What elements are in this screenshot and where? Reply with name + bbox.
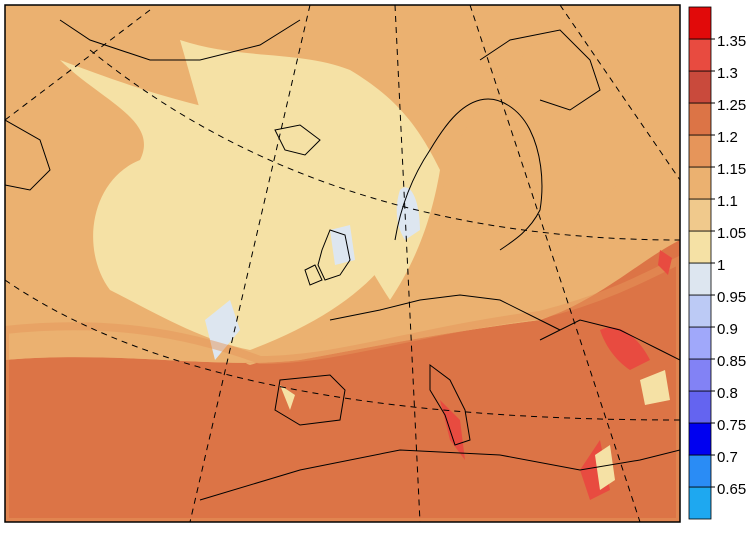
coastline [274, 124, 321, 156]
graticule-line [394, 5, 421, 522]
field-band [5, 255, 680, 522]
colorbar-box [688, 198, 712, 232]
colorbar-label: 1.05 [717, 225, 746, 242]
colorbar-box [688, 262, 712, 296]
colorbar-label: 1.1 [717, 193, 738, 210]
coastlines [5, 19, 680, 501]
graticule-line [189, 5, 311, 522]
field-blue [205, 187, 420, 360]
coastline [274, 374, 346, 426]
coastline [394, 98, 543, 251]
colorbar-box [688, 294, 712, 328]
colorbar-box [688, 166, 712, 200]
colorbar-box [688, 390, 712, 424]
colorbar-label: 1.3 [717, 65, 738, 82]
colorbar-label: 0.85 [717, 353, 746, 370]
graticule-line [559, 5, 680, 181]
graticule [5, 5, 680, 522]
coastline [59, 19, 301, 61]
colorbar-box [688, 486, 712, 520]
graticule-line [469, 5, 641, 522]
colorbar-box [688, 70, 712, 104]
colorbar-box [688, 230, 712, 264]
colorbar-box [688, 326, 712, 360]
colorbar-label: 1.35 [717, 33, 746, 50]
coastline [317, 229, 351, 281]
colorbar-label: 0.7 [717, 449, 738, 466]
colorbar-box [688, 358, 712, 392]
colorbar-label: 1 [717, 257, 725, 274]
colorbar-label: 1.15 [717, 161, 746, 178]
coastline [5, 119, 51, 191]
colorbar-box [688, 134, 712, 168]
colorbar-box [688, 454, 712, 488]
colorbar-label: 0.8 [717, 385, 738, 402]
field-south [5, 240, 680, 522]
colorbar-label: 0.95 [717, 289, 746, 306]
graticule-line [5, 9, 151, 121]
colorbar-box [688, 102, 712, 136]
map [5, 5, 680, 522]
colorbar-box [688, 38, 712, 72]
coastline [429, 364, 471, 446]
field-pale [180, 40, 440, 300]
colorbar-label: 1.25 [717, 97, 746, 114]
colorbar-label: 1.2 [717, 129, 738, 146]
coastline [199, 449, 680, 501]
field-pale [60, 60, 400, 350]
graticule-line [5, 279, 680, 421]
colorbar-label: 0.9 [717, 321, 738, 338]
colorbar-box [688, 6, 712, 40]
coastline [539, 319, 680, 361]
coastline [304, 264, 323, 286]
coastline [479, 29, 601, 111]
colorbar-box [688, 422, 712, 456]
map-frame [4, 4, 681, 523]
colorbar: 0.65 0.7 0.75 0.8 0.85 0.9 0.95 1 1.05 1.1 1.15 1.2… [688, 6, 746, 520]
coastline [329, 294, 561, 331]
colorbar-label: 0.75 [717, 417, 746, 434]
colorbar-label: 0.65 [717, 481, 746, 498]
